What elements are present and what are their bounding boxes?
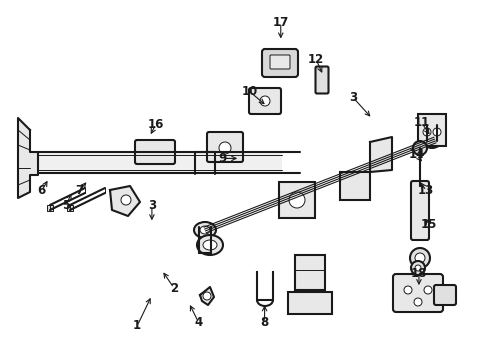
Circle shape xyxy=(260,96,270,106)
Text: 16: 16 xyxy=(147,118,164,131)
Text: 11: 11 xyxy=(413,116,430,129)
Ellipse shape xyxy=(203,240,217,250)
FancyBboxPatch shape xyxy=(135,140,175,164)
Circle shape xyxy=(410,248,430,268)
Circle shape xyxy=(404,286,412,294)
FancyBboxPatch shape xyxy=(295,255,325,290)
Circle shape xyxy=(289,192,305,208)
Circle shape xyxy=(121,195,131,205)
FancyBboxPatch shape xyxy=(279,182,315,218)
Circle shape xyxy=(415,265,421,271)
Text: 13: 13 xyxy=(418,184,435,197)
Text: 10: 10 xyxy=(242,85,258,98)
Circle shape xyxy=(424,286,432,294)
FancyBboxPatch shape xyxy=(288,292,332,314)
Text: 3: 3 xyxy=(148,199,156,212)
Circle shape xyxy=(411,261,425,275)
Ellipse shape xyxy=(429,122,435,127)
Text: 6: 6 xyxy=(38,184,46,197)
FancyBboxPatch shape xyxy=(262,49,298,77)
Text: 12: 12 xyxy=(308,53,324,66)
FancyBboxPatch shape xyxy=(393,274,443,312)
Polygon shape xyxy=(38,152,282,173)
FancyBboxPatch shape xyxy=(47,205,53,211)
Text: 4: 4 xyxy=(195,316,202,329)
Text: 1: 1 xyxy=(133,319,141,332)
Text: 2: 2 xyxy=(170,282,178,294)
Circle shape xyxy=(219,142,231,154)
Polygon shape xyxy=(200,287,214,305)
FancyBboxPatch shape xyxy=(418,114,446,146)
FancyBboxPatch shape xyxy=(270,55,290,69)
Text: 3: 3 xyxy=(349,91,357,104)
FancyBboxPatch shape xyxy=(316,67,328,94)
Ellipse shape xyxy=(197,235,223,255)
Circle shape xyxy=(433,128,441,136)
Text: 14: 14 xyxy=(408,148,425,161)
Ellipse shape xyxy=(423,134,441,148)
FancyBboxPatch shape xyxy=(434,285,456,305)
Circle shape xyxy=(413,141,427,155)
Text: 15: 15 xyxy=(420,219,437,231)
Ellipse shape xyxy=(427,138,437,144)
FancyBboxPatch shape xyxy=(249,88,281,114)
Circle shape xyxy=(423,128,431,136)
Text: 17: 17 xyxy=(272,16,289,29)
Circle shape xyxy=(203,292,211,300)
Polygon shape xyxy=(18,118,38,198)
Ellipse shape xyxy=(425,119,439,131)
Polygon shape xyxy=(110,186,140,216)
Circle shape xyxy=(414,298,422,306)
Text: 5: 5 xyxy=(62,199,70,212)
Text: 7: 7 xyxy=(75,184,83,197)
FancyBboxPatch shape xyxy=(207,132,243,162)
Text: 9: 9 xyxy=(219,152,227,165)
Ellipse shape xyxy=(200,226,210,234)
FancyBboxPatch shape xyxy=(340,172,370,200)
Text: 18: 18 xyxy=(411,267,427,280)
FancyBboxPatch shape xyxy=(67,205,73,211)
FancyBboxPatch shape xyxy=(411,181,429,240)
Text: 8: 8 xyxy=(261,316,269,329)
Polygon shape xyxy=(370,137,392,172)
Circle shape xyxy=(415,253,425,263)
Ellipse shape xyxy=(194,222,216,238)
